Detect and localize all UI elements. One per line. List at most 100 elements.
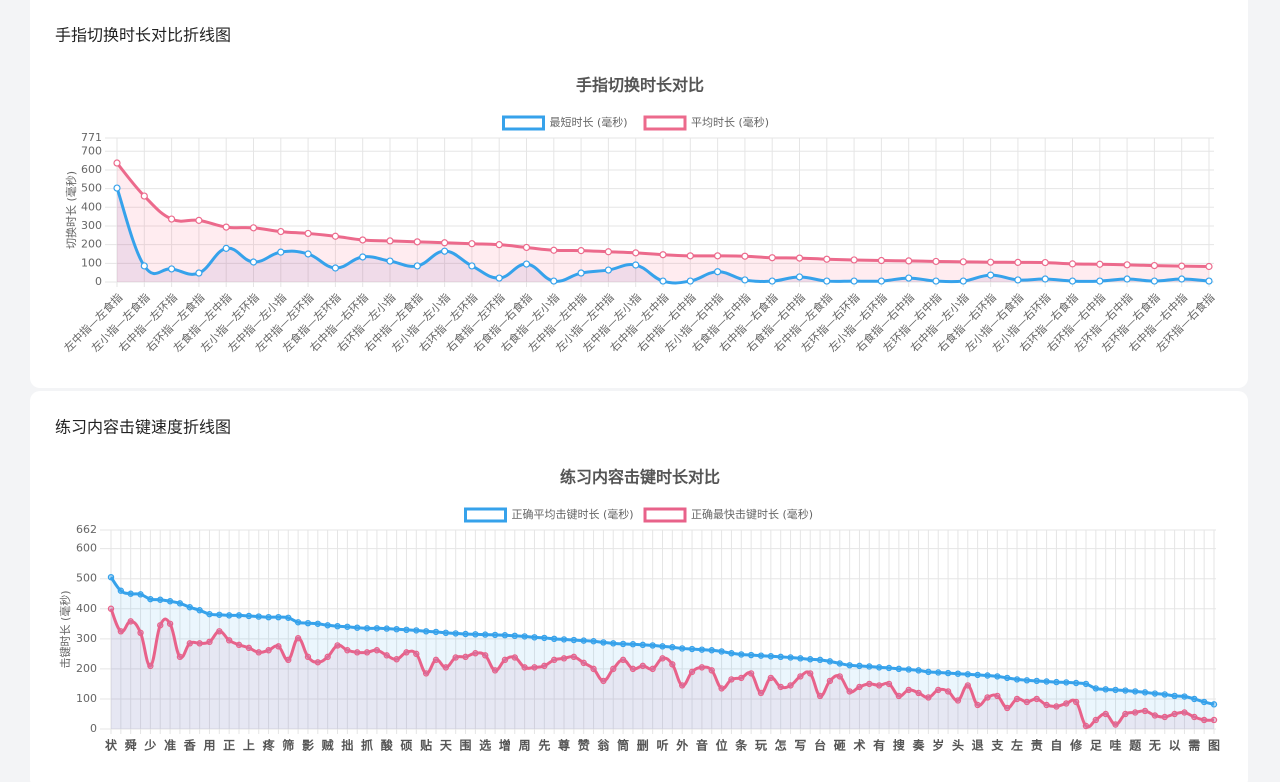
data-point: [452, 654, 459, 661]
data-point: [550, 277, 558, 285]
data-point: [826, 677, 834, 685]
x-tick-label: 条: [734, 738, 748, 753]
data-point: [856, 662, 863, 670]
data-point: [294, 635, 302, 642]
data-point: [632, 249, 640, 257]
x-tick-label: 贴: [420, 738, 432, 753]
data-point: [708, 667, 715, 674]
data-point: [580, 637, 587, 644]
y-axis-label: 击键时长 (毫秒): [58, 590, 72, 668]
data-point: [275, 613, 282, 621]
data-point: [895, 665, 903, 673]
data-point: [1003, 704, 1011, 712]
data-point: [1102, 686, 1109, 693]
data-point: [1122, 687, 1129, 694]
data-point: [610, 640, 617, 647]
data-point: [738, 674, 745, 682]
data-point: [816, 692, 824, 700]
data-point: [590, 638, 597, 645]
data-point: [363, 649, 371, 656]
data-point: [147, 595, 154, 603]
x-tick-label: 修: [1069, 738, 1083, 753]
data-point: [738, 651, 745, 658]
panel-title: 手指切换时长对比折线图: [55, 26, 231, 45]
data-point: [777, 683, 784, 691]
data-point: [986, 271, 995, 279]
y-tick-label: 0: [90, 722, 97, 735]
y-tick-label: 100: [81, 256, 102, 269]
data-point: [304, 250, 312, 258]
data-point: [1132, 709, 1139, 716]
data-point: [1141, 689, 1149, 696]
data-point: [495, 241, 503, 249]
data-point: [495, 274, 503, 282]
data-point: [925, 668, 932, 676]
data-point: [1063, 679, 1070, 686]
data-point: [1132, 688, 1139, 695]
data-point: [432, 656, 440, 664]
y-tick-label: 300: [76, 632, 97, 645]
data-point: [875, 664, 883, 671]
data-point: [140, 192, 148, 200]
data-point: [403, 649, 410, 656]
data-point: [462, 653, 469, 661]
x-tick-label: 退: [972, 739, 984, 753]
data-point: [604, 248, 613, 256]
data-point: [1072, 698, 1080, 706]
data-point: [836, 673, 843, 680]
data-point: [550, 246, 558, 254]
data-point: [386, 257, 394, 265]
data-point: [176, 653, 184, 661]
data-point: [403, 626, 410, 634]
data-point: [491, 631, 499, 639]
data-point: [277, 227, 285, 236]
x-tick-label: 正: [223, 739, 235, 753]
chart-title: 手指切换时长对比: [576, 76, 704, 95]
data-point: [560, 636, 568, 643]
data-point: [413, 627, 420, 634]
data-point: [1096, 277, 1104, 285]
data-point: [531, 634, 538, 641]
data-point: [1043, 678, 1050, 685]
data-point: [442, 664, 450, 671]
data-point: [994, 692, 1001, 700]
data-point: [324, 653, 331, 661]
x-tick-label: 音: [696, 738, 708, 753]
x-tick-label: 玩: [755, 739, 767, 753]
data-point: [468, 262, 476, 270]
x-tick-label: 需: [1188, 739, 1200, 753]
data-point: [462, 630, 469, 638]
data-point: [166, 620, 174, 627]
data-point: [137, 591, 144, 598]
data-point: [866, 680, 873, 688]
x-tick-label: 砸: [834, 739, 846, 753]
data-point: [964, 682, 971, 689]
data-point: [1068, 260, 1077, 268]
series-area: [111, 608, 1214, 729]
data-point: [216, 628, 223, 635]
data-point: [984, 694, 991, 701]
data-point: [747, 670, 755, 677]
x-tick-label: 翁: [597, 738, 610, 753]
data-point: [255, 649, 262, 656]
legend-swatch: [502, 115, 545, 131]
data-point: [678, 682, 686, 689]
data-point: [741, 252, 749, 260]
data-point: [885, 664, 893, 672]
data-point: [393, 656, 400, 663]
data-point: [708, 647, 715, 654]
data-point: [1072, 679, 1080, 687]
chart-title: 练习内容击键时长对比: [560, 468, 720, 487]
data-point: [767, 653, 775, 660]
data-point: [195, 216, 203, 224]
data-point: [986, 258, 995, 266]
data-point: [344, 647, 351, 654]
x-tick-label: 周: [519, 739, 531, 753]
data-point: [225, 612, 233, 619]
data-point: [767, 674, 775, 682]
data-point: [669, 661, 676, 668]
data-point: [823, 255, 831, 263]
data-point: [359, 236, 367, 244]
data-point: [1041, 258, 1049, 267]
data-point: [304, 229, 312, 238]
